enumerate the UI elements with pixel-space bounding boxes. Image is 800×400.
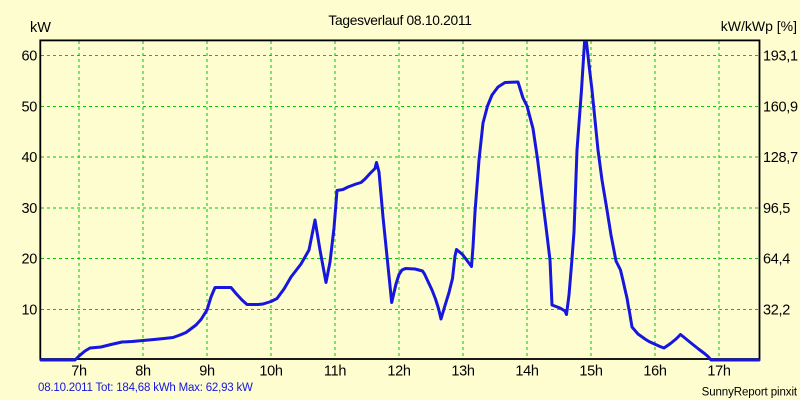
svg-text:96,5: 96,5 — [763, 201, 790, 217]
svg-text:08.10.2011 Tot: 184,68 kWh Max: 08.10.2011 Tot: 184,68 kWh Max: 62,93 kW — [38, 382, 253, 394]
svg-text:12h: 12h — [387, 364, 411, 380]
svg-text:10: 10 — [21, 302, 37, 318]
svg-text:40: 40 — [21, 150, 37, 166]
svg-text:10h: 10h — [259, 364, 283, 380]
svg-text:kW/kWp [%]: kW/kWp [%] — [721, 18, 797, 34]
svg-text:9h: 9h — [199, 364, 215, 380]
svg-text:SunnyReport pinxit: SunnyReport pinxit — [702, 387, 798, 399]
svg-text:60: 60 — [21, 49, 37, 65]
svg-text:32,2: 32,2 — [763, 302, 790, 318]
svg-text:128,7: 128,7 — [763, 150, 798, 166]
svg-text:160,9: 160,9 — [763, 99, 798, 115]
svg-text:50: 50 — [21, 99, 37, 115]
svg-text:8h: 8h — [135, 364, 151, 380]
svg-text:20: 20 — [21, 252, 37, 268]
svg-text:13h: 13h — [451, 364, 475, 380]
svg-text:14h: 14h — [515, 364, 539, 380]
svg-text:17h: 17h — [707, 364, 731, 380]
svg-text:16h: 16h — [643, 364, 667, 380]
svg-text:11h: 11h — [324, 364, 346, 380]
svg-text:30: 30 — [21, 201, 37, 217]
svg-text:15h: 15h — [579, 364, 603, 380]
svg-text:Tagesverlauf 08.10.2011: Tagesverlauf 08.10.2011 — [328, 13, 471, 28]
svg-text:kW: kW — [30, 20, 51, 36]
svg-text:7h: 7h — [71, 364, 87, 380]
svg-text:64,4: 64,4 — [763, 252, 790, 268]
svg-text:193,1: 193,1 — [763, 49, 798, 65]
